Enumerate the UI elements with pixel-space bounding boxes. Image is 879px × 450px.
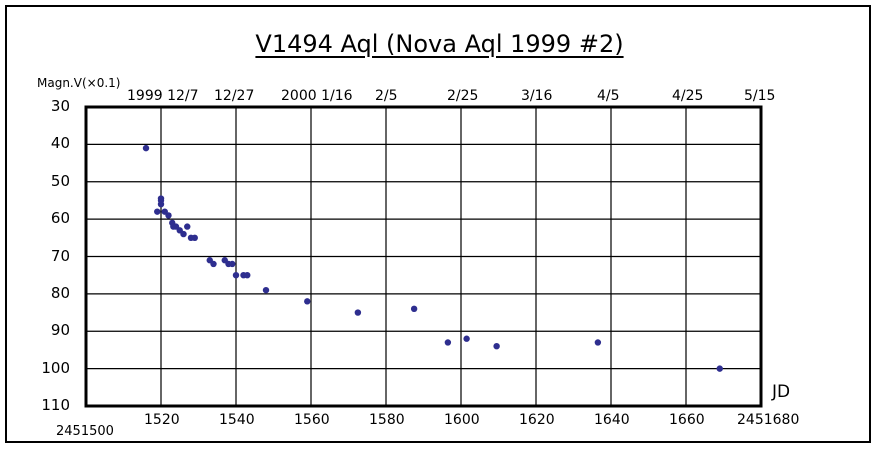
y-tick-label: 70	[50, 246, 70, 265]
chart-title: V1494 Aql (Nova Aql 1999 #2)	[255, 30, 624, 58]
x-offset-label: 2451500	[56, 424, 114, 439]
data-point	[410, 305, 418, 313]
date-label: 4/25	[672, 88, 704, 104]
date-label: 4/5	[597, 88, 620, 104]
y-tick-label: 80	[50, 283, 70, 302]
data-point	[210, 260, 217, 268]
date-label: 12/27	[214, 88, 255, 104]
data-point	[232, 271, 240, 279]
data-point	[716, 365, 723, 372]
date-label: 2/5	[375, 88, 398, 104]
data-point	[594, 339, 602, 346]
x-tick-label: 1600	[444, 412, 480, 428]
data-point	[165, 212, 172, 219]
x-tick-label: 1560	[294, 412, 330, 428]
x-tick-label: 1540	[219, 412, 255, 428]
x-tick-label: 1620	[519, 412, 555, 428]
y-tick-label: 60	[50, 209, 70, 228]
chart-frame	[5, 5, 871, 443]
x-tick-label: 1640	[594, 412, 630, 428]
data-point	[184, 223, 191, 230]
data-point	[463, 335, 470, 342]
x-tick-label: 1580	[369, 412, 405, 428]
date-label: 5/15	[744, 88, 776, 104]
data-point	[354, 309, 362, 316]
data-point	[180, 230, 187, 238]
y-tick-label: 40	[50, 134, 70, 153]
plot-border	[84, 105, 763, 408]
data-point	[157, 200, 165, 208]
data-point	[154, 208, 161, 215]
x-tick-label: 1660	[669, 412, 705, 428]
y-tick-label: 50	[50, 171, 70, 190]
y-tick-label: 30	[50, 97, 70, 115]
date-label: 1999 12/7	[127, 88, 199, 104]
date-label: 2000 1/16	[281, 88, 353, 104]
x-end-label: 2451680	[737, 412, 800, 428]
data-point	[493, 343, 500, 350]
y-tick-label: 90	[50, 321, 70, 340]
date-label: 3/16	[521, 88, 553, 104]
date-label: 2/25	[447, 88, 479, 104]
data-point	[444, 339, 452, 346]
data-point	[244, 271, 251, 279]
data-point	[262, 286, 270, 294]
y-tick-label: 110	[41, 396, 70, 414]
data-point	[142, 144, 150, 152]
y-tick-label: 100	[41, 358, 70, 377]
data-point	[191, 234, 198, 242]
x-tick-label: 1520	[144, 412, 180, 428]
y-axis-label: Magn.V(×0.1)	[37, 76, 121, 90]
x-axis-label: JD	[772, 382, 791, 402]
data-point	[304, 298, 311, 305]
data-point	[229, 260, 236, 268]
